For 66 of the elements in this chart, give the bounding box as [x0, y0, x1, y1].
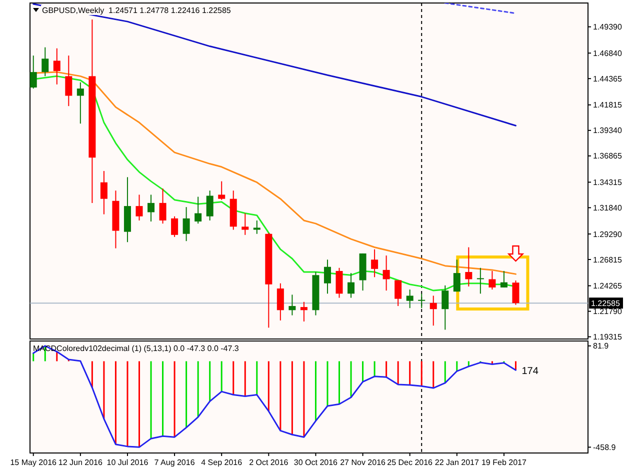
y-tick-label: 1.39340: [593, 126, 622, 136]
line-series: [32, 3, 516, 126]
y-tick-label: 81.9: [593, 342, 610, 351]
candlestick: [453, 259, 460, 292]
x-tick-label: 30 Oct 2016: [294, 458, 338, 467]
y-tick-label: 1.46840: [593, 48, 622, 58]
ref-line-label: 1.22585: [591, 298, 620, 308]
candlestick: [171, 216, 178, 238]
candlestick: [300, 301, 308, 322]
x-tick-label: 12 Jun 2016: [58, 458, 103, 467]
y-tick-label: 1.41815: [593, 100, 622, 110]
candlestick: [500, 270, 508, 288]
candlestick: [218, 180, 226, 200]
y-tick-label: 1.29290: [593, 230, 622, 239]
candlestick: [336, 267, 343, 298]
candlestick: [76, 82, 84, 124]
x-tick-label: 4 Sep 2016: [201, 458, 243, 467]
candlestick: [476, 267, 484, 294]
y-tick-label: 1.24265: [593, 282, 622, 291]
candlestick: [288, 294, 296, 316]
candlestick: [30, 55, 37, 90]
candlestick: [148, 194, 155, 222]
y-tick-label: 1.31840: [593, 203, 622, 212]
candlestick: [394, 280, 402, 307]
candlestick: [430, 295, 437, 326]
candlestick: [371, 248, 378, 278]
candlestick: [253, 220, 260, 234]
candlestick: [100, 170, 108, 215]
x-tick-label: 2 Oct 2016: [249, 458, 289, 467]
y-tick-label: 1.49390: [593, 22, 622, 32]
y-tick-label: 1.34315: [593, 178, 622, 187]
candlestick: [512, 280, 520, 306]
candlestick: [42, 46, 49, 77]
candlestick: [206, 190, 214, 221]
candlestick: [465, 246, 472, 287]
x-tick-label: 10 Jul 2016: [106, 458, 149, 467]
candlestick: [382, 255, 390, 292]
candlestick: [442, 284, 449, 330]
y-tick-label: 1.44365: [593, 74, 622, 84]
candlestick: [242, 212, 249, 236]
candlestick: [136, 194, 143, 221]
x-tick-label: 22 Jan 2017: [434, 458, 480, 467]
x-tick-label: 27 Nov 2016: [340, 458, 386, 467]
candlestick: [194, 196, 202, 224]
x-tick-label: 19 Feb 2017: [481, 458, 527, 467]
candlestick: [418, 293, 426, 309]
candlestick: [65, 55, 72, 107]
candlestick: [406, 289, 414, 309]
candlestick: [348, 272, 355, 298]
candlestick: [182, 206, 190, 242]
y-tick-label: 1.19315: [593, 332, 622, 342]
line-series: [32, 345, 516, 448]
candlestick: [159, 188, 166, 224]
y-tick-label: 1.21790: [593, 307, 622, 316]
candlestick: [324, 259, 331, 294]
y-tick-label: -458.9: [593, 442, 616, 452]
y-tick-label: 1.36865: [593, 152, 622, 161]
x-tick-label: 7 Aug 2016: [154, 458, 196, 467]
x-tick-label: 15 May 2016: [10, 458, 58, 467]
y-tick-label: 1.26815: [593, 255, 622, 264]
candlestick: [53, 48, 60, 85]
candlestick: [488, 270, 496, 290]
candlestick: [276, 282, 284, 321]
x-tick-label: 25 Dec 2016: [387, 458, 434, 467]
annotation: 174: [522, 366, 539, 378]
chart-title: GBPUSD,Weekly 1.24571 1.24778 1.22416 1.22585: [42, 6, 232, 15]
